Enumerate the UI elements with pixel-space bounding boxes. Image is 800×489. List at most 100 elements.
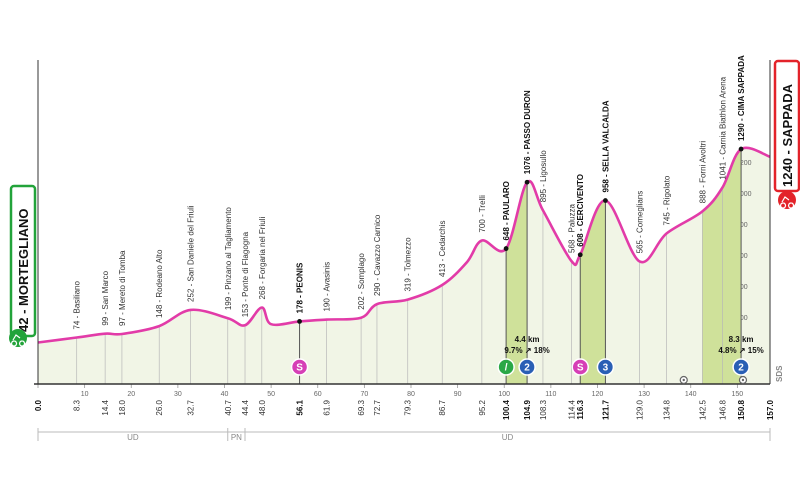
start-cyclist-glyph (10, 334, 26, 347)
waypoint-km-label: 134.8 (662, 399, 671, 420)
start-label-box: 42 - MORTEGLIANO (9, 184, 37, 338)
km-axis-tick-label: 70 (360, 391, 368, 398)
km-axis-tick-label: 150 (732, 391, 744, 398)
start-cyclist-icon (9, 329, 27, 347)
waypoint-label: 1076 - PASSO DURON (523, 90, 532, 174)
waypoint-label: 199 - Pinzano al Tagliamento (224, 207, 233, 311)
altitude-tick-label: 800 (736, 222, 748, 229)
waypoint-dot (577, 252, 583, 258)
km-axis-tick-label: 50 (267, 391, 275, 398)
waypoint-km-label: 8.3 (73, 399, 82, 411)
sprint-marker (290, 358, 309, 376)
kom-marker (596, 358, 615, 376)
waypoint-km-label: 72.7 (373, 399, 382, 415)
waypoint-label: 99 - San Marco (101, 270, 110, 325)
kom-marker-text: 2 (738, 363, 744, 374)
waypoint-label: 895 - Ligosullo (539, 150, 548, 203)
waypoint-label: 565 - Comeglians (635, 191, 644, 254)
sprint-marker-text: S (577, 363, 584, 374)
waypoint-km-label: 121.7 (601, 399, 610, 420)
province-label: PN (231, 433, 242, 442)
waypoint-dot (738, 146, 744, 152)
km-axis-tick-label: 20 (127, 391, 135, 398)
kom-marker-text: 2 (524, 363, 530, 374)
waypoint-km-label: 86.7 (438, 399, 447, 415)
waypoint-label: 97 - Mereto di Tomba (118, 250, 127, 326)
waypoint-km-label: 56.1 (296, 399, 305, 415)
waypoint-label: 958 - SELLA VALCALDA (601, 100, 610, 192)
waypoint-label: 190 - Avasinis (323, 262, 332, 312)
waypoint-km-label: 146.8 (718, 399, 727, 420)
waypoint-label: 648 - PAULARO (502, 181, 511, 240)
waypoint-label: 202 - Somplago (357, 253, 366, 310)
km-axis-tick-label: 30 (174, 391, 182, 398)
waypoint-label: 74 - Basiliano (73, 281, 82, 330)
climb-gradient-label: 9.7% ↗ 18% (504, 346, 549, 355)
km-axis-tick-label: 90 (454, 391, 462, 398)
waypoint-km-label: 48.0 (258, 399, 267, 415)
km-axis-tick-label: 140 (685, 391, 697, 398)
waypoint-label: 1290 - CIMA SAPPADA (737, 55, 746, 141)
waypoint-km-label: 69.3 (357, 399, 366, 415)
intermediate-point-dot (741, 378, 745, 382)
waypoint-label: 268 - Forgaria nel Friuli (258, 217, 267, 300)
km-axis-tick-label: 60 (314, 391, 322, 398)
waypoint-km-label: 44.4 (241, 399, 250, 415)
waypoint-dot (603, 198, 608, 203)
kom-marker-text: 3 (603, 363, 609, 374)
altitude-tick-label: 1200 (736, 160, 752, 167)
waypoint-label: 319 - Tolmezzo (404, 237, 413, 292)
kom-marker (518, 358, 536, 376)
climb-length-label: 8.3 km (729, 335, 754, 344)
intermediate-point-dot (682, 378, 685, 382)
waypoint-label: 700 - Trelli (478, 195, 487, 233)
waypoint-km-label: 18.0 (118, 399, 127, 415)
waypoint-km-label: 95.2 (478, 399, 487, 415)
kom-marker (732, 358, 750, 376)
km-axis-tick-label: 80 (407, 391, 415, 398)
waypoint-label: 608 - CERCIVENTO (576, 174, 585, 247)
waypoint-km-label: 79.3 (404, 399, 413, 415)
climb-area-2 (702, 147, 742, 384)
waypoint-km-label: 26.0 (155, 399, 164, 415)
km-axis-tick-label: 100 (498, 391, 510, 398)
green-marker-text: / (505, 363, 508, 374)
finish-label-box: 1240 - SAPPADA (773, 59, 800, 193)
waypoint-km-label: 129.0 (635, 399, 644, 420)
finish-cyclist-glyph (779, 196, 795, 209)
waypoint-label: 1041 - Carnia Biathlon Arena (718, 76, 727, 179)
waypoint-dot (524, 179, 530, 185)
climb-length-label: 4.4 km (515, 335, 540, 344)
province-label: UD (127, 433, 139, 442)
finish-label: 1240 - SAPPADA (780, 83, 795, 187)
waypoint-dot (297, 319, 302, 324)
waypoint-label: 568 - Paluzza (567, 203, 576, 252)
climb-gradient-label: 4.8% ↗ 15% (718, 346, 763, 355)
sds-label: SDS (775, 365, 784, 382)
waypoint-km-label: 100.4 (502, 399, 511, 420)
waypoint-label: 252 - San Daniele del Friuli (186, 205, 195, 302)
sprint-marker-text: S (296, 363, 303, 374)
start-label: 42 - MORTEGLIANO (16, 208, 31, 332)
waypoint-label: 888 - Forni Avoltri (698, 141, 707, 204)
green-marker (497, 358, 515, 376)
km-axis-tick-label: 40 (221, 391, 229, 398)
altitude-tick-label: 400 (736, 284, 748, 291)
waypoint-km-label: 104.9 (523, 399, 532, 420)
waypoint-km-label: 61.9 (323, 399, 332, 415)
profile-line (37, 146, 771, 344)
finish-km-label: 157.0 (766, 399, 775, 420)
province-label: UD (502, 433, 514, 442)
waypoint-label: 745 - Rigolato (662, 175, 671, 225)
km-axis-tick-label: 110 (545, 391, 556, 398)
waypoint-label: 413 - Cedarchis (438, 221, 447, 277)
km-axis-tick-label: 130 (638, 391, 650, 398)
waypoint-label: 148 - Rodeano Alto (155, 249, 164, 318)
start-km-label: 0.0 (34, 399, 43, 411)
waypoint-km-label: 40.7 (224, 399, 233, 415)
waypoint-dot (503, 246, 509, 251)
altitude-tick-label: 1000 (736, 191, 752, 198)
altitude-tick-label: 600 (736, 253, 748, 260)
